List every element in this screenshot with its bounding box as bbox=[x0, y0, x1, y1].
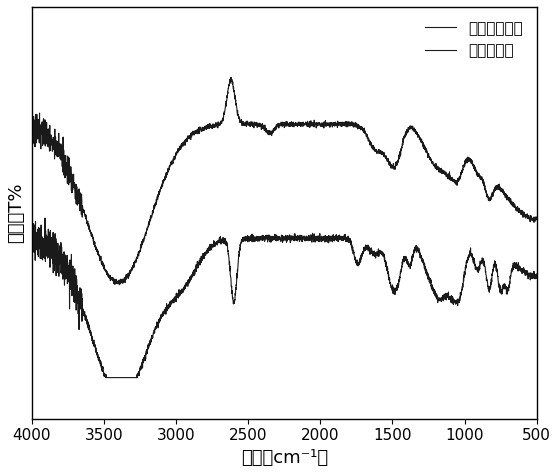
使用催化剂 bbox=[328, 234, 335, 239]
使用催化剂 bbox=[102, 375, 109, 381]
Legend: 未使用催化剂, 使用催化剂: 未使用催化剂, 使用催化剂 bbox=[419, 15, 529, 64]
未使用催化剂 bbox=[228, 75, 234, 81]
使用催化剂 bbox=[349, 248, 356, 254]
未使用催化剂 bbox=[267, 131, 273, 137]
未使用催化剂 bbox=[328, 121, 335, 127]
使用催化剂 bbox=[42, 215, 49, 221]
未使用催化剂 bbox=[116, 282, 123, 288]
使用催化剂 bbox=[494, 274, 501, 280]
X-axis label: 波数（cm⁻¹）: 波数（cm⁻¹） bbox=[240, 449, 328, 467]
未使用催化剂 bbox=[134, 255, 141, 261]
使用催化剂 bbox=[134, 373, 141, 379]
使用催化剂 bbox=[211, 242, 218, 248]
Line: 未使用催化剂: 未使用催化剂 bbox=[32, 78, 537, 285]
未使用催化剂 bbox=[349, 120, 356, 126]
未使用催化剂 bbox=[211, 123, 218, 129]
未使用催化剂 bbox=[494, 185, 501, 191]
Y-axis label: 透过率T%: 透过率T% bbox=[7, 182, 25, 243]
未使用催化剂 bbox=[28, 116, 35, 122]
使用催化剂 bbox=[28, 246, 35, 252]
未使用催化剂 bbox=[533, 217, 540, 222]
使用催化剂 bbox=[267, 237, 273, 243]
使用催化剂 bbox=[533, 271, 540, 277]
Line: 使用催化剂: 使用催化剂 bbox=[32, 218, 537, 378]
